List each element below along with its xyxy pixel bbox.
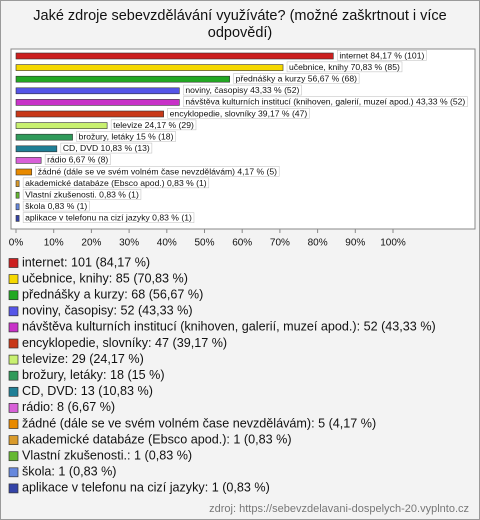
bar (15, 52, 334, 60)
x-tick-label: 10% (44, 238, 64, 249)
bar-label: rádio 6,67 % (8) (47, 155, 108, 165)
legend-swatch (8, 338, 19, 349)
legend-label: CD, DVD: 13 (10,83 %) (22, 384, 153, 398)
legend-label: brožury, letáky: 18 (15 %) (22, 368, 165, 382)
bar-label: návštěva kulturních institucí (knihoven,… (185, 97, 465, 107)
legend-swatch (8, 451, 19, 462)
x-tick-label: 80% (308, 238, 328, 249)
bar-label: noviny, časopisy 43,33 % (52) (185, 85, 299, 95)
legend-label: akademické databáze (Ebsco apod.): 1 (0,… (22, 432, 292, 446)
bar-label: Vlastní zkušenosti. 0,83 % (1) (25, 189, 139, 199)
legend-swatch (8, 322, 19, 333)
bar-label: přednášky a kurzy 56,67 % (68) (236, 73, 357, 83)
legend-swatch (8, 306, 19, 317)
bar-label: televize 24,17 % (29) (113, 120, 194, 130)
bar-label-box (44, 154, 111, 165)
legend-swatch (8, 370, 19, 381)
bar-label-box (110, 119, 197, 131)
legend-swatch (8, 274, 19, 284)
legend-label: internet: 101 (84,17 %) (22, 255, 150, 269)
x-tick-label: 70% (270, 238, 290, 249)
bar-label-box (183, 84, 302, 96)
bar-label-box (167, 108, 310, 119)
bar (15, 168, 33, 176)
bar-label: aplikace v telefonu na cizí jazyky 0,83 … (25, 213, 192, 223)
bar (15, 145, 58, 153)
bar (15, 191, 20, 199)
legend-label: encyklopedie, slovníky: 47 (39,17 %) (22, 336, 227, 350)
legend-label: televize: 29 (24,17 %) (22, 352, 144, 366)
x-tick-label: 100% (380, 238, 406, 249)
bar-label-box (22, 189, 142, 200)
legend-label: škola: 1 (0,83 %) (22, 465, 117, 479)
legend-swatch (8, 386, 19, 397)
bar (15, 122, 108, 129)
legend-label: noviny, časopisy: 52 (43,33 %) (22, 304, 193, 318)
bar-label-box (233, 73, 360, 84)
legend-swatch (8, 467, 19, 478)
bar-label: žádné (dále se ve svém volném čase nevzd… (38, 166, 277, 176)
bar-label: encyklopedie, slovníky 39,17 % (47) (170, 108, 308, 118)
x-tick-label: 30% (119, 238, 139, 249)
x-tick-label: 90% (345, 238, 365, 249)
bar-label-box (22, 200, 90, 212)
legend-swatch (8, 258, 19, 268)
legend-label: přednášky a kurzy: 68 (56,67 %) (22, 288, 203, 302)
legend-swatch (8, 435, 19, 445)
x-tick-label: 50% (194, 238, 214, 249)
bar (15, 99, 180, 106)
bar (15, 87, 180, 95)
bar-label-box (22, 212, 195, 223)
bar (15, 180, 20, 187)
x-tick-label: 20% (81, 238, 101, 249)
legend-swatch (8, 403, 19, 413)
bar (15, 64, 284, 71)
legend-swatch (8, 354, 19, 365)
bar-label-box (35, 166, 280, 177)
chart-title: Jaké zdroje sebevzdělávání využíváte? (m… (33, 8, 447, 41)
legend-label: návštěva kulturních institucí (knihoven,… (22, 320, 436, 334)
bar-label: brožury, letáky 15 % (18) (79, 131, 174, 141)
bar-label: internet 84,17 % (101) (339, 50, 424, 60)
bar-label: škola 0,83 % (1) (25, 201, 87, 211)
bar-label-box (76, 131, 176, 142)
legend-swatch (8, 483, 19, 494)
legend-label: žádné (dále se ve svém volném čase nevzd… (22, 416, 376, 430)
legend-swatch (8, 290, 19, 301)
x-tick-label: 0% (9, 238, 24, 249)
bar-label-box (60, 142, 153, 154)
bar (15, 157, 42, 164)
bar-label: akademické databáze (Ebsco apod.) 0,83 %… (25, 178, 207, 188)
legend-label: učebnice, knihy: 85 (70,83 %) (22, 271, 188, 285)
bar-label-box (337, 50, 427, 61)
legend-label: Vlastní zkušenosti.: 1 (0,83 %) (22, 449, 192, 463)
legend-swatch (8, 419, 19, 429)
bar (15, 215, 20, 222)
x-tick-label: 60% (232, 238, 252, 249)
legend-label: rádio: 8 (6,67 %) (22, 400, 115, 414)
bar-label: učebnice, knihy 70,83 % (85) (289, 62, 400, 72)
bar (15, 203, 20, 211)
bar-label-box (286, 61, 403, 73)
source: zdroj: https://sebevzdelavani-dospelych-… (209, 503, 469, 515)
bar (15, 75, 230, 83)
bar (15, 110, 164, 118)
x-tick-label: 40% (157, 238, 177, 249)
bar-label-box (183, 96, 468, 107)
bar (15, 133, 73, 141)
bar-label: CD, DVD 10,83 % (13) (63, 143, 150, 153)
legend-label: aplikace v telefonu na cizí jazyky: 1 (0… (22, 481, 270, 495)
bar-label-box (22, 177, 210, 189)
